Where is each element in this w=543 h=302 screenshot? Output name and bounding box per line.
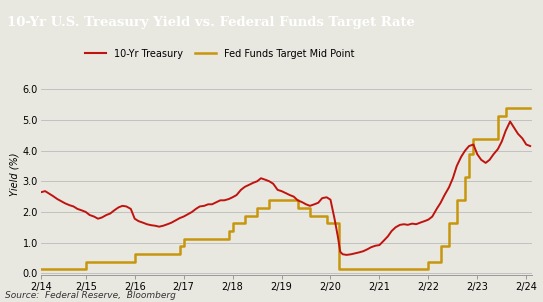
Fed Funds Target Mid Point <box>229 222 236 225</box>
Fed Funds Target Mid Point <box>519 107 526 110</box>
10-Yr Treasury <box>527 144 533 148</box>
Fed Funds Target Mid Point <box>294 206 301 210</box>
10-Yr Treasury <box>495 147 501 151</box>
10-Yr Treasury <box>197 205 203 208</box>
Fed Funds Target Mid Point <box>453 199 460 202</box>
Fed Funds Target Mid Point <box>372 268 379 271</box>
Legend: 10-Yr Treasury, Fed Funds Target Mid Point: 10-Yr Treasury, Fed Funds Target Mid Poi… <box>85 49 355 59</box>
10-Yr Treasury <box>343 253 350 257</box>
Fed Funds Target Mid Point <box>466 153 472 156</box>
Fed Funds Target Mid Point <box>323 222 330 225</box>
10-Yr Treasury <box>352 252 358 255</box>
Fed Funds Target Mid Point <box>254 206 260 210</box>
Fed Funds Target Mid Point <box>172 252 179 256</box>
Fed Funds Target Mid Point <box>131 252 138 256</box>
10-Yr Treasury <box>519 137 526 140</box>
Text: 10-Yr U.S. Treasury Yield vs. Federal Funds Target Rate: 10-Yr U.S. Treasury Yield vs. Federal Fu… <box>7 16 414 29</box>
Fed Funds Target Mid Point <box>376 268 383 271</box>
Fed Funds Target Mid Point <box>225 229 232 233</box>
Fed Funds Target Mid Point <box>37 268 44 271</box>
10-Yr Treasury <box>507 120 513 123</box>
Fed Funds Target Mid Point <box>437 245 444 248</box>
10-Yr Treasury <box>39 190 45 194</box>
Fed Funds Target Mid Point <box>421 268 428 271</box>
Fed Funds Target Mid Point <box>79 268 85 271</box>
Fed Funds Target Mid Point <box>425 260 432 264</box>
Fed Funds Target Mid Point <box>242 214 248 218</box>
Fed Funds Target Mid Point <box>336 268 342 271</box>
10-Yr Treasury <box>152 224 159 228</box>
Text: Source:  Federal Reserve,  Bloomberg: Source: Federal Reserve, Bloomberg <box>5 291 176 300</box>
Fed Funds Target Mid Point <box>266 199 273 202</box>
Fed Funds Target Mid Point <box>176 245 183 248</box>
Fed Funds Target Mid Point <box>527 107 533 110</box>
Fed Funds Target Mid Point <box>327 222 334 225</box>
Fed Funds Target Mid Point <box>278 199 285 202</box>
Fed Funds Target Mid Point <box>180 237 187 241</box>
Line: Fed Funds Target Mid Point: Fed Funds Target Mid Point <box>41 108 530 269</box>
Fed Funds Target Mid Point <box>307 214 313 218</box>
Fed Funds Target Mid Point <box>462 176 469 179</box>
Y-axis label: Yield (%): Yield (%) <box>10 153 20 196</box>
Fed Funds Target Mid Point <box>274 199 281 202</box>
Fed Funds Target Mid Point <box>502 107 509 110</box>
Line: 10-Yr Treasury: 10-Yr Treasury <box>42 121 530 255</box>
Fed Funds Target Mid Point <box>474 137 481 141</box>
Fed Funds Target Mid Point <box>217 237 224 241</box>
Fed Funds Target Mid Point <box>470 137 477 141</box>
Fed Funds Target Mid Point <box>446 222 452 225</box>
Fed Funds Target Mid Point <box>128 260 134 264</box>
Fed Funds Target Mid Point <box>495 114 501 118</box>
10-Yr Treasury <box>307 204 313 208</box>
Fed Funds Target Mid Point <box>83 260 89 264</box>
